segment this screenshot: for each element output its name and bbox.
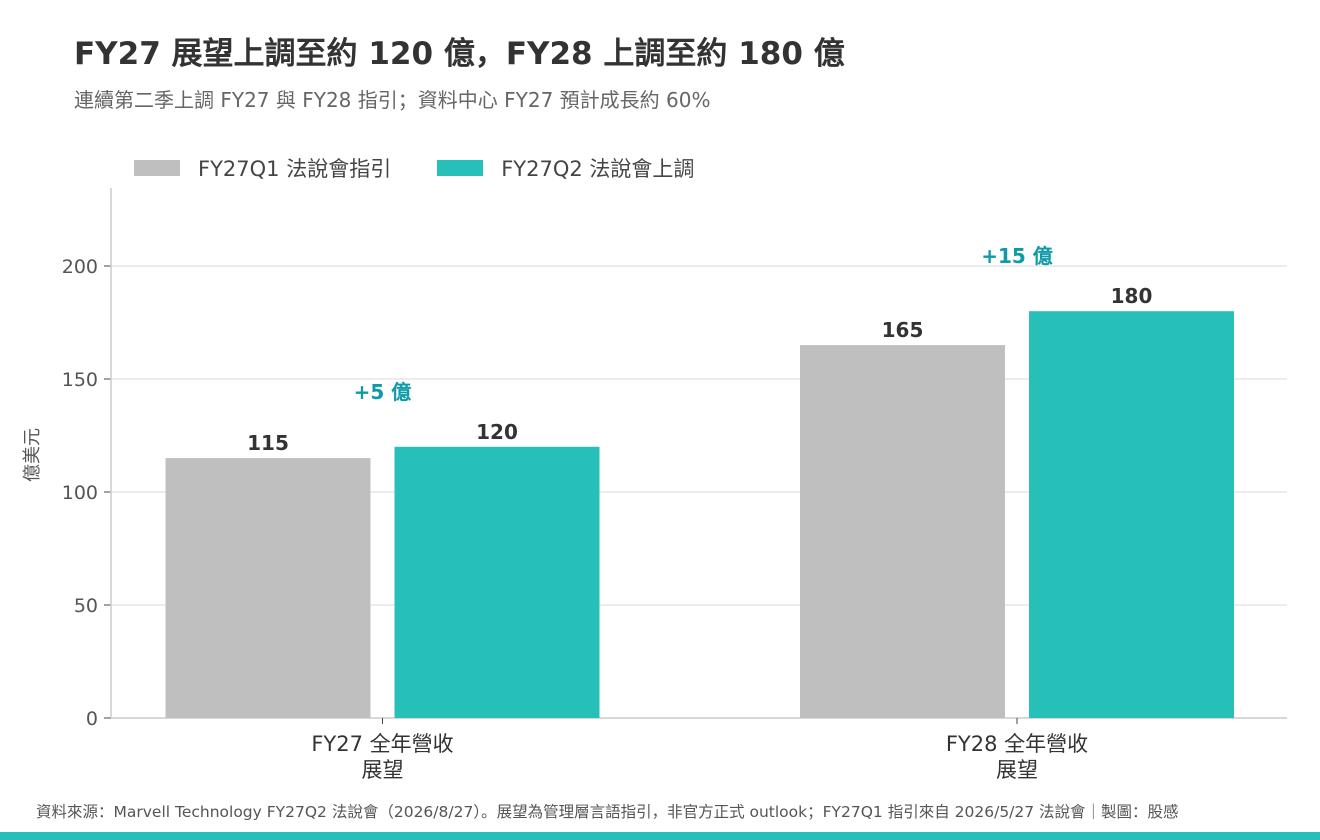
x-tick-label: 展望 <box>362 758 404 782</box>
legend-swatch-q2 <box>437 160 484 176</box>
source-note: 資料來源：Marvell Technology FY27Q2 法說會（2026/… <box>36 803 1179 821</box>
chart-title: FY27 展望上調至約 120 億，FY28 上調至約 180 億 <box>74 36 845 72</box>
y-tick-label: 200 <box>62 256 98 278</box>
y-tick-label: 50 <box>74 595 98 617</box>
bar-q2 <box>1029 311 1234 718</box>
legend-swatch-q1 <box>134 160 180 176</box>
delta-annotation: +15 億 <box>981 244 1053 268</box>
legend-item-q2: FY27Q2 法說會上調 <box>437 153 694 183</box>
x-tick-label: 展望 <box>996 758 1038 782</box>
y-tick-label: 100 <box>62 482 98 504</box>
bar-q1 <box>165 458 371 718</box>
x-tick-label: FY28 全年營收 <box>946 732 1088 756</box>
bar-data-label: 120 <box>476 420 518 444</box>
delta-annotation: +5 億 <box>354 380 412 404</box>
bottom-accent-band <box>0 832 1320 840</box>
chart-subtitle: 連續第二季上調 FY27 與 FY28 指引；資料中心 FY27 預計成長約 6… <box>74 88 711 112</box>
legend-item-q1: FY27Q1 法說會指引 <box>134 153 391 183</box>
bar-data-label: 165 <box>882 318 924 342</box>
bar-data-label: 180 <box>1111 284 1153 308</box>
bar-q2 <box>394 446 600 718</box>
legend: FY27Q1 法說會指引 FY27Q2 法說會上調 <box>134 152 740 184</box>
y-tick-label: 150 <box>62 369 98 391</box>
legend-label-q2: FY27Q2 法說會上調 <box>501 157 695 181</box>
y-tick-label: 0 <box>86 708 98 730</box>
bar-q1 <box>800 345 1005 718</box>
legend-label-q1: FY27Q1 法說會指引 <box>198 157 392 181</box>
bar-data-label: 115 <box>247 431 289 455</box>
y-axis-label: 億美元 <box>22 428 43 482</box>
x-tick-label: FY27 全年營收 <box>311 732 453 756</box>
